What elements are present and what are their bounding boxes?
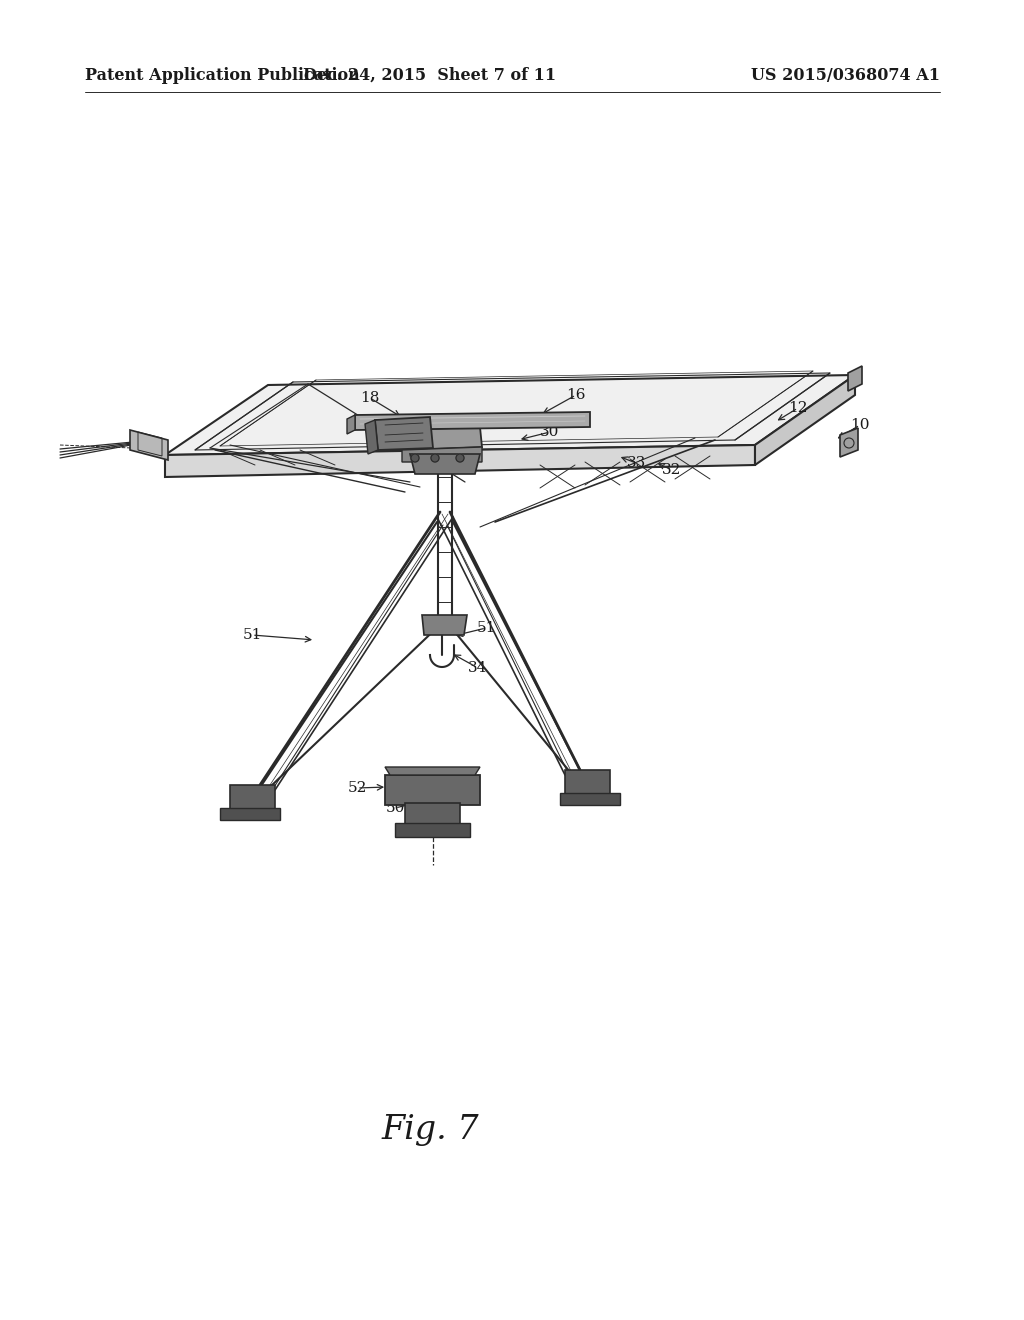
Polygon shape: [565, 770, 610, 795]
Polygon shape: [165, 445, 755, 477]
Polygon shape: [385, 775, 480, 805]
Polygon shape: [422, 615, 467, 635]
Text: 52: 52: [347, 781, 367, 795]
Text: 34: 34: [468, 661, 487, 675]
Polygon shape: [840, 428, 858, 457]
Polygon shape: [365, 420, 378, 454]
Text: 10: 10: [850, 418, 869, 432]
Polygon shape: [385, 767, 480, 775]
Polygon shape: [165, 375, 855, 455]
Polygon shape: [347, 414, 355, 434]
Polygon shape: [560, 793, 620, 805]
Polygon shape: [230, 785, 275, 810]
Polygon shape: [355, 412, 590, 430]
Polygon shape: [130, 430, 168, 459]
Polygon shape: [375, 417, 433, 450]
Text: Patent Application Publication: Patent Application Publication: [85, 66, 359, 83]
Polygon shape: [410, 454, 480, 474]
Text: 18: 18: [360, 391, 380, 405]
Polygon shape: [220, 808, 280, 820]
Text: Fig. 7: Fig. 7: [381, 1114, 479, 1146]
Text: 50: 50: [385, 801, 404, 814]
Polygon shape: [395, 822, 470, 837]
Polygon shape: [402, 447, 482, 462]
Text: 32: 32: [663, 463, 682, 477]
Text: 33: 33: [627, 455, 645, 470]
Polygon shape: [755, 375, 855, 465]
Polygon shape: [406, 803, 460, 825]
Text: 51: 51: [476, 620, 496, 635]
Circle shape: [456, 454, 464, 462]
Text: 30: 30: [541, 425, 560, 440]
Text: 12: 12: [788, 401, 808, 414]
Polygon shape: [848, 366, 862, 391]
Text: 51: 51: [243, 628, 262, 642]
Text: 69: 69: [457, 775, 476, 789]
Circle shape: [431, 454, 439, 462]
Text: 16: 16: [566, 388, 586, 403]
Text: US 2015/0368074 A1: US 2015/0368074 A1: [751, 66, 940, 83]
Text: Dec. 24, 2015  Sheet 7 of 11: Dec. 24, 2015 Sheet 7 of 11: [303, 66, 557, 83]
Circle shape: [411, 454, 419, 462]
Polygon shape: [400, 426, 482, 450]
